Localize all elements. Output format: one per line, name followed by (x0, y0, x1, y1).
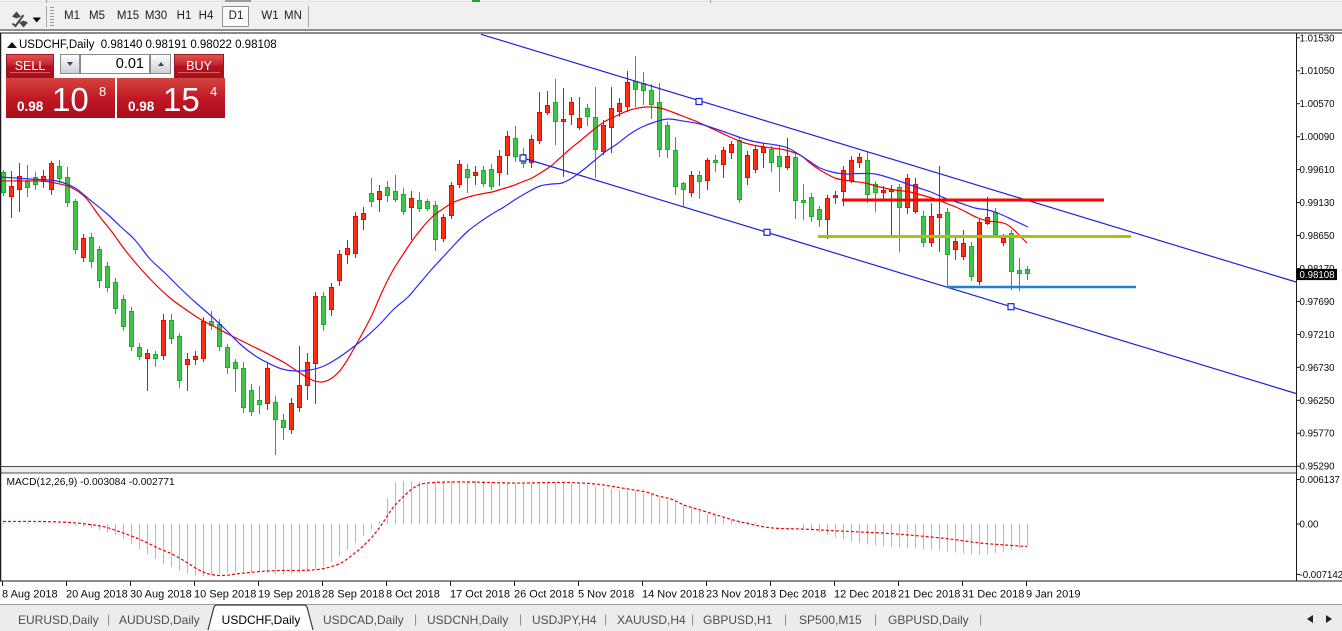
svg-text:12 Dec 2018: 12 Dec 2018 (834, 589, 896, 601)
svg-text:1.01050: 1.01050 (1300, 66, 1336, 77)
svg-text:MACD(12,26,9) -0.003084 -0.002: MACD(12,26,9) -0.003084 -0.002771 (7, 477, 176, 488)
svg-text:1.01530: 1.01530 (1300, 33, 1336, 44)
svg-text:1.00090: 1.00090 (1300, 132, 1336, 143)
svg-text:28 Sep 2018: 28 Sep 2018 (322, 589, 384, 601)
svg-text:0.95770: 0.95770 (1300, 429, 1336, 440)
svg-text:0.99610: 0.99610 (1300, 165, 1336, 176)
svg-text:19 Sep 2018: 19 Sep 2018 (258, 589, 320, 601)
svg-text:9 Jan 2019: 9 Jan 2019 (1026, 589, 1080, 601)
svg-text:14 Nov 2018: 14 Nov 2018 (642, 589, 704, 601)
svg-text:0.97210: 0.97210 (1300, 330, 1336, 341)
svg-text:8 Aug 2018: 8 Aug 2018 (2, 589, 58, 601)
svg-text:1.00570: 1.00570 (1300, 99, 1336, 110)
svg-text:0.99130: 0.99130 (1300, 198, 1336, 209)
svg-text:0.95290: 0.95290 (1300, 462, 1336, 473)
svg-text:20 Aug 2018: 20 Aug 2018 (66, 589, 128, 601)
svg-text:10 Sep 2018: 10 Sep 2018 (194, 589, 256, 601)
svg-text:0.97690: 0.97690 (1300, 297, 1336, 308)
svg-text:23 Nov 2018: 23 Nov 2018 (706, 589, 768, 601)
svg-text:0.00: 0.00 (1300, 520, 1319, 531)
svg-text:17 Oct 2018: 17 Oct 2018 (450, 589, 510, 601)
svg-text:0.96730: 0.96730 (1300, 363, 1336, 374)
svg-text:0.98108: 0.98108 (1300, 270, 1335, 281)
svg-text:0.98650: 0.98650 (1300, 231, 1336, 242)
svg-text:5 Nov 2018: 5 Nov 2018 (578, 589, 634, 601)
svg-text:3 Dec 2018: 3 Dec 2018 (770, 589, 826, 601)
svg-text:31 Dec 2018: 31 Dec 2018 (962, 589, 1024, 601)
svg-text:0.96250: 0.96250 (1300, 396, 1336, 407)
svg-text:30 Aug 2018: 30 Aug 2018 (130, 589, 192, 601)
svg-text:21 Dec 2018: 21 Dec 2018 (898, 589, 960, 601)
svg-text:26 Oct 2018: 26 Oct 2018 (514, 589, 574, 601)
svg-text:8 Oct 2018: 8 Oct 2018 (386, 589, 440, 601)
svg-text:-0.007142: -0.007142 (1300, 570, 1342, 581)
svg-text:0.006137: 0.006137 (1300, 475, 1340, 486)
